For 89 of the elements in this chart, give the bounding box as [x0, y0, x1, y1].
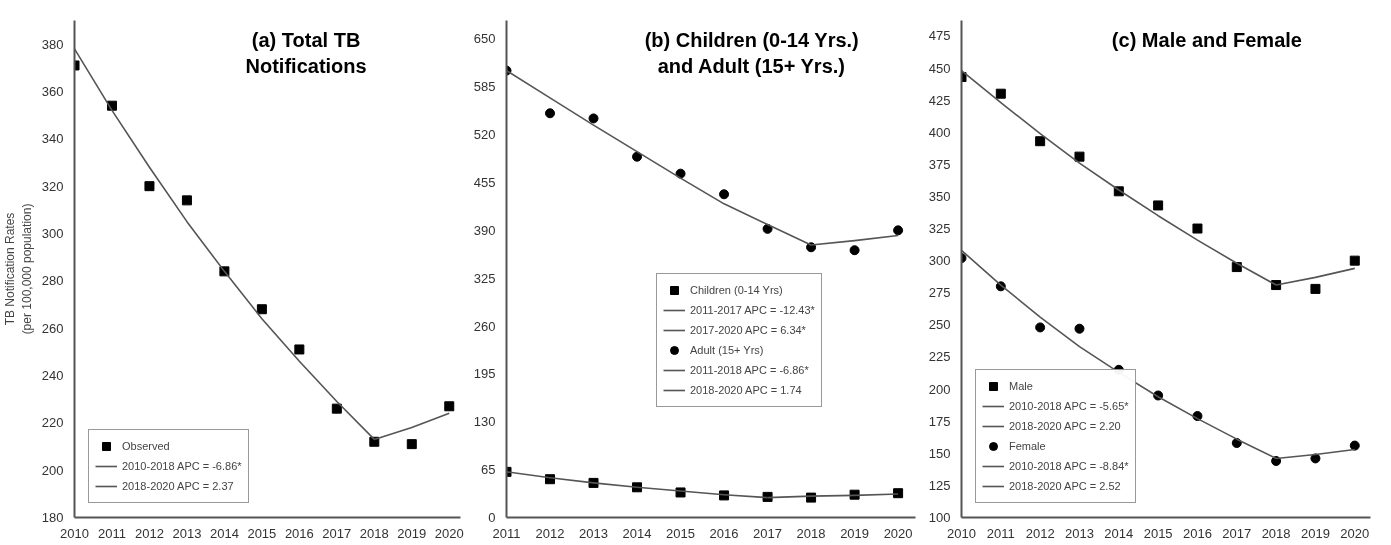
- x-tick-label: 2016: [284, 525, 314, 541]
- y-tick-label: 475: [928, 28, 951, 44]
- x-tick-label: 2016: [709, 525, 739, 541]
- y-tick-label: 125: [928, 477, 951, 493]
- x-tick-label: 2014: [622, 525, 652, 541]
- legend-label: Children (0-14 Yrs): [690, 283, 783, 297]
- legend-label: 2011-2018 APC = -6.86*: [690, 363, 809, 377]
- x-tick-label: 2018: [359, 525, 389, 541]
- x-tick-label: 2012: [134, 525, 164, 541]
- y-tick-label: 375: [928, 156, 951, 172]
- y-tick-label: 320: [41, 178, 64, 194]
- x-tick-label: 2018: [1261, 525, 1291, 541]
- y-tick-label: 380: [41, 36, 64, 52]
- y-tick-label: 650: [473, 31, 496, 47]
- x-tick-label: 2010: [947, 525, 976, 541]
- x-tick-label: 2011: [98, 525, 126, 541]
- x-tick-label: 2014: [209, 525, 239, 541]
- x-tick-label: 2017: [753, 525, 783, 541]
- y-tick-label: 280: [41, 273, 64, 289]
- chart-title: (c) Male and Female: [1111, 28, 1302, 51]
- y-tick-label: 340: [41, 131, 64, 147]
- y-tick-label: 425: [928, 92, 951, 108]
- legend-label: 2010-2018 APC = -6.86*: [122, 459, 242, 473]
- x-tick-label: 2019: [1300, 525, 1330, 541]
- y-axis-title: TB Notification Rates (per 100,000 population): [3, 203, 34, 335]
- legend-label: Female: [1009, 439, 1046, 453]
- legend-label: 2018-2020 APC = 2.37: [122, 479, 234, 493]
- y-tick-label: 400: [928, 124, 951, 140]
- legend-label: 2010-2018 APC = -8.84*: [1009, 459, 1129, 473]
- y-tick-label: 450: [928, 60, 951, 76]
- x-tick-label: 2012: [535, 525, 565, 541]
- y-tick-label: 200: [928, 381, 951, 397]
- y-tick-label: 585: [473, 79, 496, 95]
- x-tick-label: 2017: [322, 525, 352, 541]
- legend-label: 2011-2017 APC = -12.43*: [690, 303, 815, 317]
- x-tick-label: 2015: [1143, 525, 1173, 541]
- legend-label: 2017-2020 APC = 6.34*: [690, 323, 806, 337]
- x-tick-label: 2013: [172, 525, 202, 541]
- x-tick-label: 2019: [397, 525, 427, 541]
- legend-label: 2018-2020 APC = 2.20: [1009, 419, 1121, 433]
- legend-label: Male: [1009, 379, 1033, 393]
- text: (a) Total TB Notifications: [245, 28, 367, 77]
- x-tick-label: 2020: [434, 525, 464, 541]
- x-tick-label: 2011: [492, 525, 521, 541]
- legend-label: 2010-2018 APC = -5.65*: [1009, 399, 1129, 413]
- x-tick-label: 2019: [840, 525, 870, 541]
- y-tick-label: 240: [41, 368, 64, 383]
- y-tick-label: 220: [41, 415, 64, 431]
- y-tick-label: 350: [928, 188, 951, 204]
- x-tick-label: 2011: [986, 525, 1015, 541]
- y-tick-label: 300: [928, 253, 951, 269]
- x-tick-label: 2014: [1104, 525, 1134, 541]
- x-tick-label: 2018: [796, 525, 826, 541]
- x-tick-label: 2016: [1183, 525, 1212, 541]
- y-tick-label: 325: [928, 221, 951, 237]
- y-tick-label: 195: [473, 366, 496, 382]
- legend-label: 2018-2020 APC = 2.52: [1009, 479, 1121, 493]
- legend-label: Observed: [122, 439, 170, 453]
- y-tick-label: 360: [41, 84, 64, 99]
- y-tick-label: 130: [473, 414, 496, 430]
- x-tick-label: 2012: [1025, 525, 1055, 541]
- y-tick-label: 65: [481, 462, 496, 478]
- x-tick-label: 2015: [247, 525, 277, 541]
- y-tick-label: 175: [928, 413, 951, 429]
- y-tick-label: 200: [41, 462, 64, 478]
- y-tick-label: 180: [41, 510, 64, 525]
- y-tick-label: 225: [928, 349, 951, 365]
- x-tick-label: 2010: [60, 525, 89, 541]
- x-tick-label: 2013: [1065, 525, 1094, 541]
- x-tick-label: 2013: [579, 525, 608, 541]
- y-tick-label: 390: [473, 222, 496, 238]
- legend-label: 2018-2020 APC = 1.74: [690, 383, 802, 397]
- text: (b) Children (0-14 Yrs.) and Adult (15+ Yrs.): [644, 28, 859, 77]
- x-tick-label: 2017: [1222, 525, 1252, 541]
- x-tick-label: 2015: [666, 525, 695, 541]
- y-tick-label: 325: [473, 270, 496, 286]
- y-tick-label: 260: [41, 320, 64, 336]
- y-tick-label: 100: [928, 510, 951, 525]
- y-tick-label: 275: [928, 285, 951, 301]
- y-tick-label: 455: [473, 174, 496, 190]
- y-tick-label: 260: [473, 318, 496, 334]
- y-tick-label: 300: [41, 226, 64, 241]
- x-tick-label: 2020: [883, 525, 913, 541]
- y-tick-label: 150: [928, 445, 951, 461]
- x-tick-label: 2020: [1340, 525, 1370, 541]
- y-tick-label: 250: [928, 317, 951, 333]
- legend-label: Adult (15+ Yrs): [690, 343, 764, 357]
- y-tick-label: 520: [473, 127, 496, 143]
- y-tick-label: 0: [488, 510, 496, 525]
